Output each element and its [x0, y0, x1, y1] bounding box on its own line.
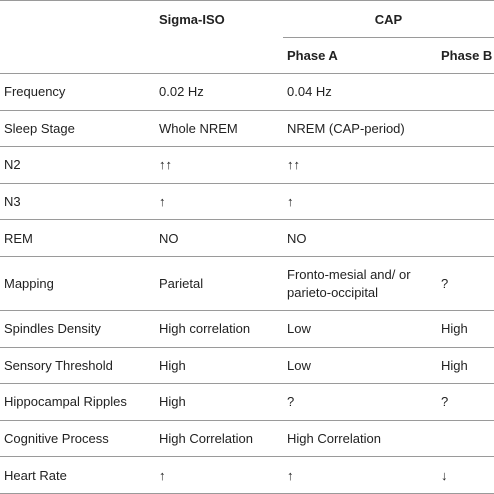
- header-empty-cell: [0, 0, 155, 38]
- cell-phase-a: 0.04 Hz: [283, 73, 437, 111]
- row-label: Mapping: [0, 256, 155, 311]
- cell-sigma: High Correlation: [155, 420, 283, 458]
- cell-sigma: ↑: [155, 456, 283, 494]
- cell-phase-b: High: [437, 310, 494, 348]
- cell-sigma: High: [155, 383, 283, 421]
- cell-phase-a: High Correlation: [283, 420, 437, 458]
- row-label: Sleep Stage: [0, 110, 155, 148]
- cell-phase-b: [437, 146, 494, 184]
- table-row: Mapping Parietal Fronto-mesial and/ or p…: [0, 256, 494, 311]
- cell-phase-a: NO: [283, 219, 437, 257]
- table-row: N3 ↑ ↑: [0, 183, 494, 221]
- table-row: N2 ↑↑ ↑↑: [0, 146, 494, 184]
- cell-phase-a: ↑: [283, 456, 437, 494]
- row-label: Cognitive Process: [0, 420, 155, 458]
- header-phase-b: Phase B: [437, 37, 494, 74]
- cell-phase-b: [437, 73, 494, 111]
- cell-phase-b: ?: [437, 256, 494, 311]
- cell-phase-b: [437, 110, 494, 148]
- table-row: Hippocampal Ripples High ? ?: [0, 383, 494, 421]
- cell-phase-b: [437, 219, 494, 257]
- table-row: Frequency 0.02 Hz 0.04 Hz: [0, 73, 494, 111]
- row-label: Sensory Threshold: [0, 347, 155, 385]
- cell-sigma: ↑: [155, 183, 283, 221]
- cell-phase-b: High: [437, 347, 494, 385]
- cell-phase-a: ↑: [283, 183, 437, 221]
- header-row-1: Sigma-ISO CAP: [0, 0, 494, 38]
- cell-sigma: High correlation: [155, 310, 283, 348]
- table-row: Cognitive Process High Correlation High …: [0, 420, 494, 458]
- row-label: N2: [0, 146, 155, 184]
- cell-phase-a: Low: [283, 310, 437, 348]
- row-label: Hippocampal Ripples: [0, 383, 155, 421]
- header-phase-a: Phase A: [283, 37, 437, 74]
- cell-phase-a: ?: [283, 383, 437, 421]
- cell-phase-a: ↑↑: [283, 146, 437, 184]
- cell-sigma: ↑↑: [155, 146, 283, 184]
- row-label: REM: [0, 219, 155, 257]
- header-sigma-iso: Sigma-ISO: [155, 0, 283, 38]
- header-row-2: Phase A Phase B: [0, 37, 494, 74]
- cell-phase-a: Fronto-mesial and/ or parieto-occipital: [283, 256, 437, 311]
- table-row: Spindles Density High correlation Low Hi…: [0, 310, 494, 348]
- cell-phase-b: ↓: [437, 456, 494, 494]
- cell-sigma: Parietal: [155, 256, 283, 311]
- row-label: Heart Rate: [0, 456, 155, 494]
- cell-phase-a: NREM (CAP-period): [283, 110, 437, 148]
- header-empty-cell: [0, 37, 155, 74]
- cell-sigma: Whole NREM: [155, 110, 283, 148]
- cell-sigma: High: [155, 347, 283, 385]
- cell-sigma: NO: [155, 219, 283, 257]
- cell-phase-b: [437, 420, 494, 458]
- table-row: Heart Rate ↑ ↑ ↓: [0, 456, 494, 494]
- header-cap: CAP: [283, 0, 494, 38]
- cell-phase-b: ?: [437, 383, 494, 421]
- cell-phase-b: [437, 183, 494, 221]
- row-label: Spindles Density: [0, 310, 155, 348]
- cell-phase-a: Low: [283, 347, 437, 385]
- row-label: Frequency: [0, 73, 155, 111]
- table-row: Sensory Threshold High Low High: [0, 347, 494, 385]
- table-row: Sleep Stage Whole NREM NREM (CAP-period): [0, 110, 494, 148]
- row-label: N3: [0, 183, 155, 221]
- header-empty-cell: [155, 37, 283, 74]
- cell-sigma: 0.02 Hz: [155, 73, 283, 111]
- table-row: REM NO NO: [0, 219, 494, 257]
